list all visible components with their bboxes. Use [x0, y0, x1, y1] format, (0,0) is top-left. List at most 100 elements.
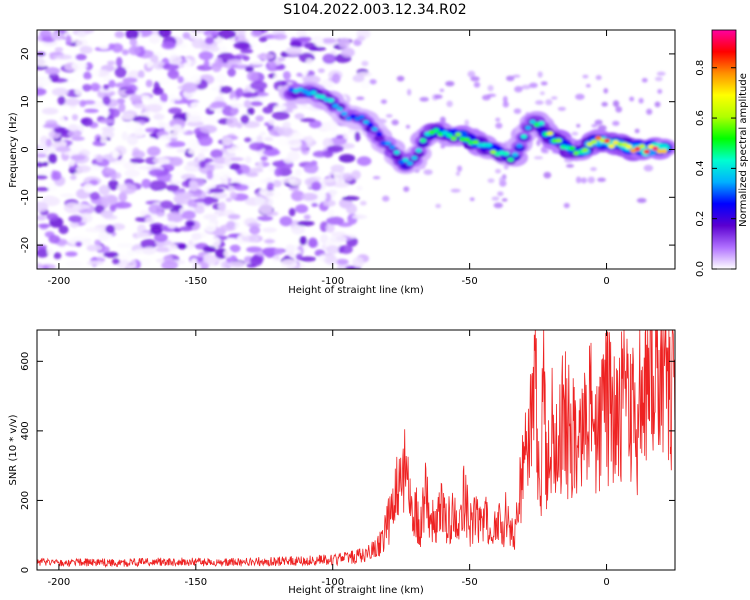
heatmap-noise-blob [256, 251, 263, 256]
heatmap-noise-blob [403, 186, 410, 192]
heatmap-noise-blob [100, 52, 108, 58]
heatmap-ridge-blob [376, 131, 383, 137]
heatmap-noise-blob [56, 54, 73, 60]
heatmap-noise-blob [309, 46, 327, 52]
heatmap-ridge-blob [634, 146, 641, 151]
heatmap-noise-blob [535, 100, 544, 105]
heatmap-noise-blob [273, 104, 287, 111]
heatmap-noise-blob [331, 231, 347, 238]
heatmap-noise-blob [641, 77, 648, 83]
heatmap-x-axis: -200 -150 -100 -50 0 [48, 30, 610, 287]
heatmap-noise-blob [116, 98, 126, 104]
heatmap-noise-blob [74, 87, 83, 96]
heatmap-ridge-blob [520, 134, 528, 139]
heatmap-noise-blob [177, 243, 188, 250]
heatmap-noise-blob [114, 30, 125, 39]
heatmap-noise-blob [445, 80, 455, 87]
heatmap-noise-blob [324, 255, 338, 265]
heatmap-noise-blob [168, 55, 183, 65]
heatmap-noise-blob [242, 92, 259, 98]
heatmap-noise-blob [108, 43, 115, 49]
heatmap-noise-blob [225, 237, 238, 243]
heatmap-y-tick-label: 10 [20, 95, 31, 108]
heatmap-noise-blob [423, 169, 433, 175]
heatmap-noise-blob [68, 215, 83, 223]
heatmap-ridge-blob [529, 119, 536, 125]
heatmap-ridge-blob [581, 147, 589, 153]
snr-x-tick-label: -50 [461, 577, 477, 588]
heatmap-noise-blob [126, 134, 139, 146]
heatmap-layer [37, 30, 675, 269]
heatmap-noise-blob [324, 120, 339, 132]
heatmap-noise-blob [326, 245, 340, 255]
heatmap-noise-blob [176, 264, 184, 269]
heatmap-noise-blob [203, 255, 221, 264]
heatmap-noise-blob [290, 190, 305, 202]
heatmap-noise-blob [189, 34, 202, 40]
heatmap-noise-blob [235, 87, 244, 98]
heatmap-noise-blob [575, 93, 585, 100]
heatmap-noise-blob [262, 227, 277, 233]
heatmap-ridge-blob [402, 157, 409, 163]
heatmap-noise-blob [73, 67, 84, 79]
heatmap-noise-blob [122, 77, 138, 84]
heatmap-ridge-blob [367, 122, 374, 127]
heatmap-noise-blob [189, 74, 202, 85]
heatmap-noise-blob [308, 237, 318, 248]
heatmap-noise-blob [372, 176, 381, 180]
heatmap-noise-blob [330, 164, 345, 173]
heatmap-noise-blob [284, 138, 302, 149]
heatmap-noise-blob [135, 77, 145, 87]
heatmap-noise-blob [103, 84, 110, 90]
heatmap-noise-blob [182, 32, 191, 40]
heatmap-noise-blob [244, 156, 252, 164]
heatmap-noise-blob [512, 74, 521, 78]
heatmap-x-tick-label: -200 [48, 276, 71, 287]
heatmap-y-tick-label: -20 [20, 237, 31, 253]
heatmap-noise-blob [356, 96, 365, 101]
heatmap-noise-blob [167, 221, 177, 229]
heatmap-ridge-blob [660, 149, 668, 154]
heatmap-noise-blob [360, 79, 371, 90]
heatmap-noise-blob [129, 157, 145, 164]
heatmap-ridge-blob [415, 148, 422, 153]
heatmap-noise-blob [303, 214, 311, 220]
heatmap-noise-blob [89, 191, 100, 201]
heatmap-noise-blob [48, 72, 60, 83]
heatmap-noise-blob [150, 54, 159, 63]
heatmap-noise-blob [76, 31, 87, 38]
heatmap-noise-blob [155, 246, 173, 253]
heatmap-ridge-blob [406, 161, 414, 166]
heatmap-noise-blob [533, 156, 544, 160]
heatmap-noise-blob [295, 253, 303, 261]
heatmap-noise-blob [173, 194, 185, 204]
heatmap-noise-blob [46, 212, 59, 221]
heatmap-noise-blob [108, 79, 116, 89]
heatmap-noise-blob [250, 81, 268, 91]
heatmap-noise-blob [140, 239, 157, 250]
heatmap-noise-blob [166, 184, 180, 192]
heatmap-noise-blob [260, 155, 268, 162]
heatmap-noise-blob [94, 204, 105, 214]
heatmap-noise-blob [302, 75, 321, 85]
heatmap-noise-blob [320, 37, 337, 44]
heatmap-noise-blob [149, 180, 167, 191]
heatmap-noise-blob [150, 225, 163, 235]
heatmap-noise-blob [220, 260, 230, 269]
heatmap-noise-blob [285, 46, 303, 56]
snr-y-label: SNR (10 * v/v) [8, 414, 19, 485]
heatmap-noise-blob [37, 214, 47, 221]
heatmap-noise-blob [55, 146, 71, 153]
heatmap-noise-blob [380, 99, 387, 104]
heatmap-noise-blob [144, 103, 163, 113]
heatmap-noise-blob [125, 30, 139, 40]
heatmap-noise-blob [54, 47, 64, 53]
heatmap-noise-blob [157, 189, 168, 197]
heatmap-noise-blob [326, 145, 344, 153]
heatmap-noise-blob [134, 129, 145, 137]
heatmap-noise-blob [227, 59, 243, 65]
heatmap-noise-blob [391, 119, 399, 126]
heatmap-noise-blob [67, 124, 79, 132]
heatmap-noise-blob [457, 165, 463, 172]
heatmap-noise-blob [339, 244, 353, 255]
